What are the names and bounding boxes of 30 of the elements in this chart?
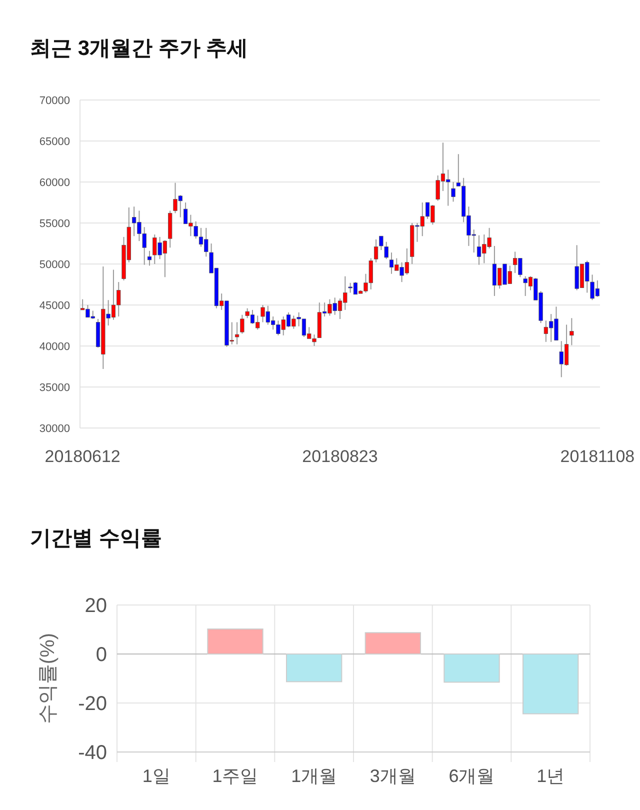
y-tick-label: 30000	[39, 422, 70, 435]
y-tick-label: -40	[78, 742, 107, 764]
x-tick-label: 1개월	[291, 766, 338, 786]
y-tick-label: 65000	[39, 136, 70, 148]
y-tick-label: -20	[78, 693, 107, 715]
x-tick-label: 1일	[142, 766, 170, 786]
x-tick-label: 20180612	[44, 447, 120, 466]
y-tick-label: 35000	[39, 382, 70, 394]
bar	[207, 628, 264, 654]
bar	[364, 632, 422, 654]
chart-title: 최근 3개월간 주가 추세	[30, 37, 248, 60]
chart-title: 기간별 수익률	[30, 527, 162, 550]
y-tick-label: 0	[96, 644, 107, 666]
bar	[522, 654, 579, 714]
y-tick-label: 50000	[39, 258, 70, 271]
y-tick-label: 70000	[39, 94, 70, 107]
y-tick-label: 45000	[39, 300, 70, 312]
x-tick-label: 20180823	[302, 447, 378, 466]
y-axis-title: 수익률(%)	[37, 632, 59, 724]
y-tick-label: 55000	[39, 218, 70, 230]
bar	[286, 654, 342, 682]
x-tick-label: 6개월	[448, 766, 495, 786]
y-tick-label: 40000	[39, 340, 70, 353]
x-tick-label: 1년	[536, 766, 565, 786]
x-tick-label: 20181108	[560, 447, 635, 466]
y-tick-label: 60000	[39, 176, 70, 189]
x-tick-label: 3개월	[370, 766, 416, 786]
bar	[444, 654, 500, 683]
x-tick-label: 1주일	[212, 766, 258, 786]
y-tick-label: 20	[84, 595, 107, 617]
